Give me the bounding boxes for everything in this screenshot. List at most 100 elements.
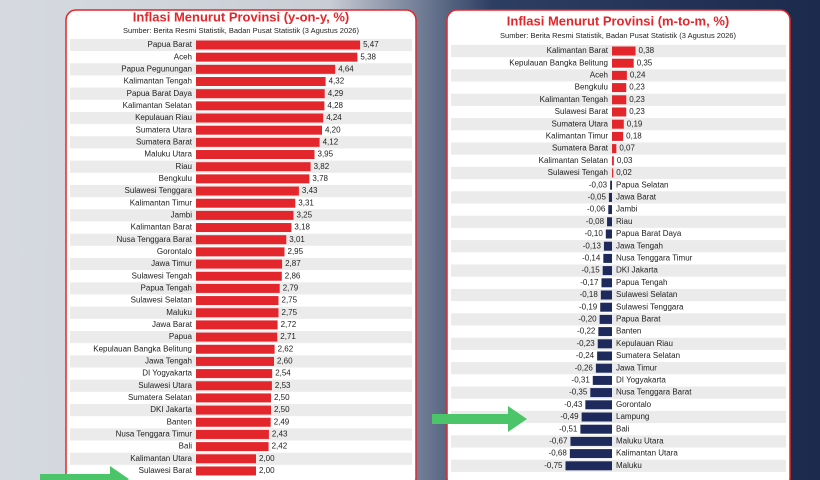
bar — [590, 388, 612, 398]
value-label: 3,78 — [312, 174, 328, 183]
category-label: Jawa Barat — [616, 193, 657, 202]
value-label: 2,42 — [272, 442, 288, 451]
bar — [196, 344, 275, 354]
category-label: Sulawesi Tenggara — [125, 186, 193, 195]
category-label: Bengkulu — [159, 174, 192, 183]
category-label: Sumatera Barat — [552, 144, 609, 153]
bar — [196, 113, 324, 123]
bar — [196, 308, 279, 318]
value-label: 2,95 — [288, 247, 304, 256]
category-label: Kepulauan Riau — [616, 339, 673, 348]
category-label: Papua — [169, 332, 193, 341]
value-label: -0,24 — [576, 351, 595, 360]
bar — [597, 351, 612, 361]
value-label: 0,07 — [619, 144, 635, 153]
value-label: -0,67 — [549, 437, 568, 446]
bar — [196, 417, 271, 427]
bar — [612, 70, 627, 80]
bar — [608, 205, 612, 215]
bar — [585, 400, 612, 410]
category-label: Papua Tengah — [616, 278, 667, 287]
value-label: 3,82 — [314, 162, 330, 171]
category-label: Maluku — [166, 308, 192, 317]
bar — [608, 192, 612, 202]
category-label: Sumatera Utara — [552, 119, 609, 128]
category-label: Jawa Barat — [152, 320, 193, 329]
value-label: 3,95 — [318, 150, 334, 159]
bar — [196, 393, 271, 403]
bar — [196, 64, 336, 74]
category-label: Sulawesi Barat — [139, 466, 193, 475]
bar — [196, 247, 285, 257]
bar — [612, 131, 624, 141]
category-label: Sumatera Selatan — [128, 393, 192, 402]
chart-title: Inflasi Menurut Provinsi (m-to-m, %) — [507, 13, 729, 28]
bar — [196, 77, 326, 87]
value-label: 2,72 — [281, 320, 297, 329]
value-label: 2,50 — [274, 393, 290, 402]
value-label: 5,38 — [360, 52, 376, 61]
value-label: -0,43 — [564, 400, 583, 409]
value-label: 4,28 — [327, 101, 343, 110]
bar — [196, 442, 269, 452]
bar — [196, 210, 294, 220]
bar — [580, 424, 612, 434]
category-label: DI Yogyakarta — [142, 369, 192, 378]
bar — [196, 271, 282, 281]
category-label: Nusa Tenggara Barat — [117, 235, 193, 244]
value-label: 3,25 — [297, 210, 313, 219]
category-label: Papua Barat Daya — [616, 229, 682, 238]
row-band — [451, 337, 786, 350]
row-band — [451, 240, 786, 253]
bar — [612, 83, 627, 93]
bar — [565, 461, 612, 471]
value-label: 2,00 — [259, 466, 275, 475]
value-label: 2,53 — [275, 381, 291, 390]
category-label: Sumatera Barat — [136, 137, 193, 146]
category-label: Bali — [179, 442, 193, 451]
row-band — [451, 410, 786, 424]
value-label: 2,71 — [280, 332, 296, 341]
bar — [196, 89, 325, 99]
category-label: Papua Pegunungan — [121, 64, 192, 73]
row-band — [451, 362, 786, 375]
value-label: 0,18 — [626, 132, 642, 141]
bar — [196, 137, 320, 147]
category-label: DKI Jakarta — [150, 405, 192, 414]
value-label: -0,06 — [587, 205, 606, 214]
value-label: 0,35 — [637, 58, 653, 67]
category-label: Kalimantan Timur — [546, 132, 609, 141]
bar — [196, 466, 256, 476]
category-label: Sumatera Utara — [136, 125, 193, 134]
arrow — [40, 466, 129, 480]
row-band — [451, 386, 786, 399]
bar — [196, 283, 280, 293]
value-label: -0,20 — [578, 315, 597, 324]
bar — [605, 229, 612, 239]
value-label: 2,62 — [278, 344, 294, 353]
value-label: 0,23 — [629, 83, 645, 92]
value-label: -0,51 — [559, 424, 578, 433]
bar — [597, 339, 612, 349]
arrow — [432, 406, 527, 432]
value-label: 2,60 — [277, 357, 293, 366]
bar — [592, 375, 612, 385]
bar — [610, 180, 612, 190]
category-label: Sulawesi Selatan — [616, 290, 677, 299]
bar — [196, 320, 278, 330]
bar — [612, 58, 634, 68]
category-label: Kalimantan Timur — [130, 198, 193, 207]
value-label: 5,47 — [363, 40, 379, 49]
value-label: -0,13 — [583, 241, 602, 250]
bar — [599, 314, 612, 324]
row-band — [451, 142, 786, 155]
category-label: Papua Selatan — [616, 180, 669, 189]
category-label: Kepulauan Bangka Belitung — [93, 344, 192, 353]
category-label: Nusa Tenggara Barat — [616, 388, 692, 397]
bar — [612, 168, 614, 178]
row-band — [451, 313, 786, 326]
category-label: Maluku — [616, 461, 642, 470]
bar — [581, 412, 612, 422]
bar — [598, 327, 612, 337]
